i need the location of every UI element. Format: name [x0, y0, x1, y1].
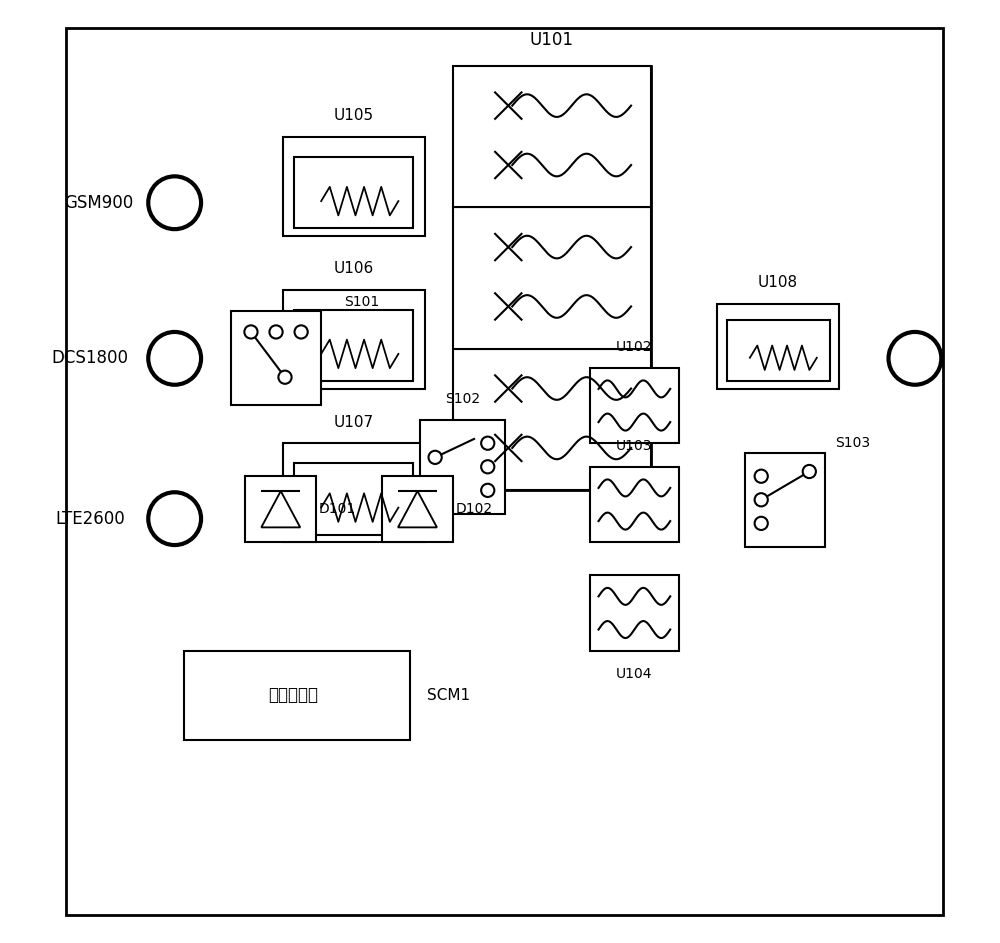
Text: SCM1: SCM1: [427, 688, 471, 703]
Polygon shape: [261, 491, 300, 527]
Text: U104: U104: [616, 668, 653, 681]
Bar: [590, 467, 679, 542]
Text: U101: U101: [530, 30, 574, 49]
Circle shape: [481, 460, 494, 473]
Polygon shape: [398, 491, 437, 527]
Bar: [590, 368, 679, 443]
Bar: [745, 453, 825, 547]
Text: U108: U108: [758, 275, 798, 290]
Bar: [382, 476, 453, 542]
Circle shape: [755, 517, 768, 530]
Text: S101: S101: [344, 295, 380, 308]
Text: D101: D101: [319, 503, 356, 516]
Bar: [590, 575, 679, 651]
Bar: [727, 320, 830, 381]
Circle shape: [889, 332, 941, 385]
Bar: [283, 290, 425, 389]
Circle shape: [481, 437, 494, 450]
Circle shape: [148, 332, 201, 385]
Bar: [283, 137, 425, 236]
Bar: [453, 349, 651, 490]
Text: U102: U102: [616, 340, 653, 354]
Text: U103: U103: [616, 439, 653, 453]
Text: 第一单片机: 第一单片机: [268, 687, 318, 704]
Bar: [717, 304, 839, 389]
Bar: [294, 309, 413, 381]
Bar: [420, 420, 505, 514]
Circle shape: [244, 325, 258, 339]
Text: U107: U107: [334, 415, 374, 430]
Bar: [453, 207, 651, 349]
Text: S103: S103: [835, 437, 870, 450]
Bar: [453, 66, 651, 490]
Text: S102: S102: [445, 392, 480, 405]
Circle shape: [481, 484, 494, 497]
Bar: [184, 651, 410, 740]
Circle shape: [429, 451, 442, 464]
Circle shape: [148, 176, 201, 229]
Circle shape: [278, 371, 292, 384]
Bar: [283, 443, 425, 542]
Text: U105: U105: [334, 108, 374, 124]
Circle shape: [269, 325, 283, 339]
Circle shape: [803, 465, 816, 478]
Circle shape: [755, 493, 768, 506]
Text: LTE2600: LTE2600: [55, 509, 125, 528]
Circle shape: [148, 492, 201, 545]
Bar: [245, 476, 316, 542]
Text: GSM900: GSM900: [65, 193, 134, 212]
Text: U106: U106: [334, 261, 374, 276]
Bar: [231, 311, 321, 405]
Bar: [294, 463, 413, 535]
Bar: [453, 66, 651, 207]
Circle shape: [295, 325, 308, 339]
Text: DCS1800: DCS1800: [51, 349, 128, 368]
Bar: [294, 157, 413, 228]
Text: D102: D102: [456, 503, 493, 516]
Circle shape: [755, 470, 768, 483]
